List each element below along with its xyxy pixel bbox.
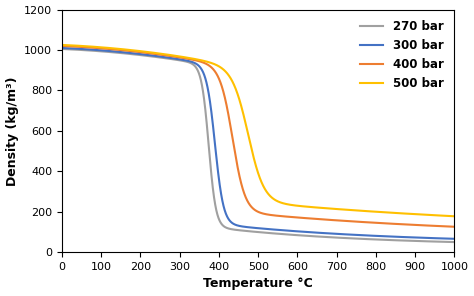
300 bar xyxy=(209,115,215,118)
400 bar xyxy=(130,49,136,53)
400 bar xyxy=(294,216,300,219)
300 bar xyxy=(352,233,358,237)
300 bar xyxy=(382,234,387,238)
500 bar xyxy=(294,204,300,207)
X-axis label: Temperature °C: Temperature °C xyxy=(203,277,313,290)
Y-axis label: Density (kg/m³): Density (kg/m³) xyxy=(6,76,18,186)
270 bar xyxy=(452,240,457,244)
270 bar xyxy=(130,52,136,56)
270 bar xyxy=(314,235,320,238)
300 bar xyxy=(452,237,457,241)
400 bar xyxy=(452,225,457,229)
500 bar xyxy=(209,61,215,65)
Line: 500 bar: 500 bar xyxy=(62,45,455,216)
Legend: 270 bar, 300 bar, 400 bar, 500 bar: 270 bar, 300 bar, 400 bar, 500 bar xyxy=(355,15,448,95)
300 bar xyxy=(314,231,320,234)
400 bar xyxy=(352,220,358,223)
300 bar xyxy=(59,46,65,50)
500 bar xyxy=(59,43,65,47)
270 bar xyxy=(209,178,215,182)
400 bar xyxy=(209,66,215,70)
270 bar xyxy=(352,237,358,240)
500 bar xyxy=(130,49,136,52)
300 bar xyxy=(294,230,300,233)
500 bar xyxy=(352,209,358,212)
270 bar xyxy=(59,47,65,51)
Line: 270 bar: 270 bar xyxy=(62,49,455,242)
270 bar xyxy=(382,238,387,242)
Line: 400 bar: 400 bar xyxy=(62,46,455,227)
500 bar xyxy=(452,215,457,218)
500 bar xyxy=(314,206,320,209)
300 bar xyxy=(130,52,136,55)
270 bar xyxy=(294,234,300,237)
500 bar xyxy=(382,210,387,214)
400 bar xyxy=(59,44,65,48)
400 bar xyxy=(314,217,320,221)
400 bar xyxy=(382,221,387,225)
Line: 300 bar: 300 bar xyxy=(62,48,455,239)
